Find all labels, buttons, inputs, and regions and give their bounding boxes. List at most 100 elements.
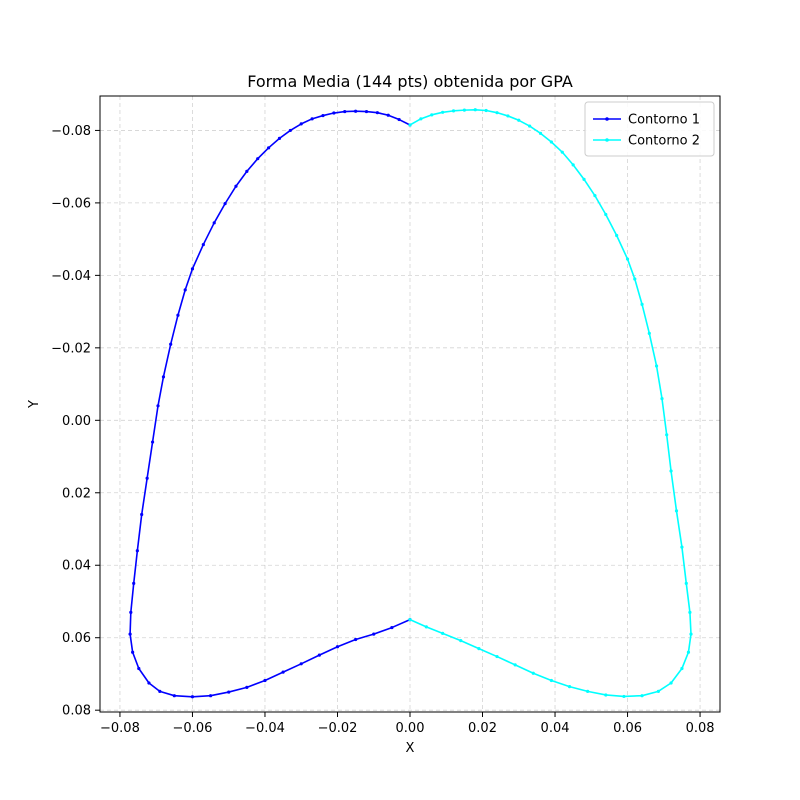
data-point	[462, 108, 466, 112]
data-point	[680, 666, 684, 671]
data-point	[495, 111, 499, 115]
data-point	[441, 110, 445, 114]
data-point	[397, 117, 401, 122]
data-point	[208, 694, 213, 698]
data-point	[147, 681, 151, 685]
data-point	[689, 632, 693, 636]
data-point	[390, 625, 394, 630]
data-point	[538, 131, 543, 135]
legend-box	[584, 101, 715, 157]
data-point	[150, 440, 155, 444]
data-point	[321, 113, 325, 118]
data-point	[234, 184, 238, 188]
x-axis-label: X	[406, 741, 415, 756]
data-point	[680, 545, 684, 549]
series-layer	[128, 108, 693, 699]
y-tick-label: −0.06	[51, 196, 91, 211]
data-point	[408, 123, 412, 127]
data-point	[473, 108, 477, 112]
y-tick-label: −0.04	[51, 269, 91, 284]
data-point	[424, 625, 428, 629]
data-point	[263, 678, 267, 683]
data-point	[372, 632, 376, 636]
data-point	[441, 631, 445, 635]
y-tick-label: 0.08	[62, 704, 91, 719]
data-point	[669, 469, 673, 473]
x-tick-label: 0.08	[686, 721, 715, 736]
data-point	[245, 685, 249, 689]
data-point	[495, 654, 499, 659]
data-point	[227, 690, 231, 694]
data-point	[190, 267, 195, 271]
data-point	[430, 113, 434, 117]
legend-label: Contorno 2	[628, 134, 700, 149]
legend-marker	[605, 138, 609, 142]
data-point	[549, 678, 554, 683]
ticks: −0.08 −0.06 −0.04 −0.02 0.00 0.02 0.04 0.06 0.08…	[51, 124, 714, 736]
data-point	[158, 689, 162, 693]
data-point	[656, 689, 660, 693]
data-point	[484, 108, 488, 113]
data-point	[281, 670, 285, 674]
x-tick-label: −0.08	[100, 721, 140, 736]
data-point	[317, 653, 321, 657]
data-point	[506, 114, 510, 118]
data-point	[571, 163, 575, 167]
data-point	[647, 331, 651, 335]
data-point	[172, 694, 176, 698]
data-point	[129, 610, 133, 614]
data-point	[593, 194, 597, 198]
data-point	[140, 512, 144, 517]
data-point	[299, 662, 303, 666]
y-axis-label: Y	[27, 400, 42, 409]
data-point	[277, 136, 282, 140]
data-point	[161, 375, 166, 379]
data-point	[332, 111, 336, 115]
data-point	[625, 257, 630, 261]
data-point	[640, 302, 644, 306]
data-point	[674, 509, 679, 513]
x-tick-label: −0.02	[318, 721, 358, 736]
data-point	[386, 113, 390, 117]
grid	[100, 96, 720, 712]
y-tick-label: 0.04	[62, 559, 91, 574]
data-point	[669, 681, 673, 685]
data-point	[375, 111, 379, 115]
data-point	[686, 650, 691, 654]
y-tick-label: −0.08	[51, 124, 91, 139]
data-point	[364, 109, 369, 114]
data-point	[567, 685, 572, 689]
data-point	[299, 122, 303, 126]
y-tick-label: 0.00	[62, 414, 91, 429]
data-point	[586, 689, 590, 693]
data-point	[354, 109, 358, 113]
data-point	[201, 242, 205, 247]
data-point	[477, 646, 481, 651]
data-point	[513, 663, 517, 667]
series-line-1	[129, 110, 411, 698]
x-tick-label: 0.04	[541, 721, 570, 736]
x-tick-label: 0.06	[613, 721, 642, 736]
data-point	[266, 146, 271, 150]
x-tick-label: −0.06	[173, 721, 213, 736]
data-point	[212, 221, 216, 225]
data-point	[256, 157, 260, 161]
data-point	[408, 618, 412, 622]
data-point	[604, 693, 608, 697]
data-point	[531, 671, 535, 675]
data-point	[660, 396, 664, 401]
data-point	[132, 581, 136, 585]
data-point	[354, 637, 358, 642]
data-point	[128, 632, 132, 636]
data-point	[528, 124, 532, 128]
data-point	[145, 476, 149, 480]
data-point	[622, 694, 626, 699]
data-point	[335, 645, 340, 649]
data-point	[640, 694, 644, 698]
data-point	[190, 695, 195, 699]
data-point	[288, 128, 292, 133]
series-line-2	[409, 108, 692, 698]
data-point	[343, 109, 347, 114]
data-point	[688, 610, 692, 614]
